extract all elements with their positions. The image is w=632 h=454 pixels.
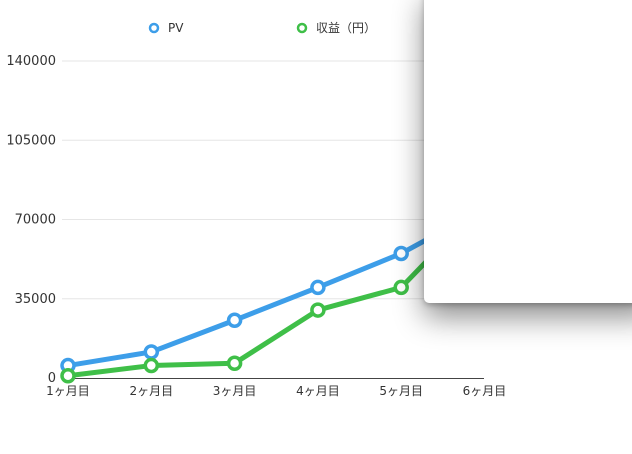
data-point[interactable] [143, 357, 160, 374]
overlay-popup[interactable] [424, 0, 632, 303]
data-point[interactable] [226, 312, 243, 329]
data-point[interactable] [393, 245, 409, 262]
legend-item[interactable]: PV [148, 21, 184, 35]
x-tick-label: 4ヶ月目 [296, 384, 340, 398]
y-tick-label: 35000 [15, 292, 56, 307]
x-tick-label: 2ヶ月目 [129, 384, 173, 398]
x-tick-label: 5ヶ月目 [379, 384, 423, 398]
data-point[interactable] [226, 355, 243, 372]
x-axis-ticks: 1ヶ月目 2ヶ月目 3ヶ月目 4ヶ月目 5ヶ月目 6ヶ月目 [46, 384, 506, 398]
series-group [60, 193, 493, 384]
series-line [65, 205, 487, 369]
x-tick-label: 6ヶ月目 [463, 384, 507, 398]
legend-item[interactable]: 収益（円） [296, 21, 376, 35]
data-point[interactable] [393, 279, 409, 296]
series-line [65, 198, 487, 379]
y-tick-label: 105000 [6, 133, 56, 148]
y-axis-ticks: 0 35000 70000 105000 140000 [6, 54, 56, 386]
grid [62, 60, 484, 300]
legend-label: PV [168, 21, 184, 35]
x-tick-label: 1ヶ月目 [46, 384, 90, 398]
legend-label: 収益（円） [316, 21, 376, 35]
data-point[interactable] [143, 344, 160, 360]
y-tick-label: 70000 [15, 213, 56, 228]
data-point[interactable] [310, 279, 326, 296]
y-tick-label: 0 [48, 371, 56, 386]
legend: PV 収益（円） [148, 21, 376, 35]
y-tick-label: 140000 [6, 54, 56, 69]
legend-marker [296, 22, 308, 34]
legend-marker [148, 22, 160, 34]
series-0 [60, 200, 493, 374]
x-tick-label: 3ヶ月目 [213, 384, 257, 398]
data-point[interactable] [310, 302, 326, 318]
data-point[interactable] [60, 367, 76, 384]
